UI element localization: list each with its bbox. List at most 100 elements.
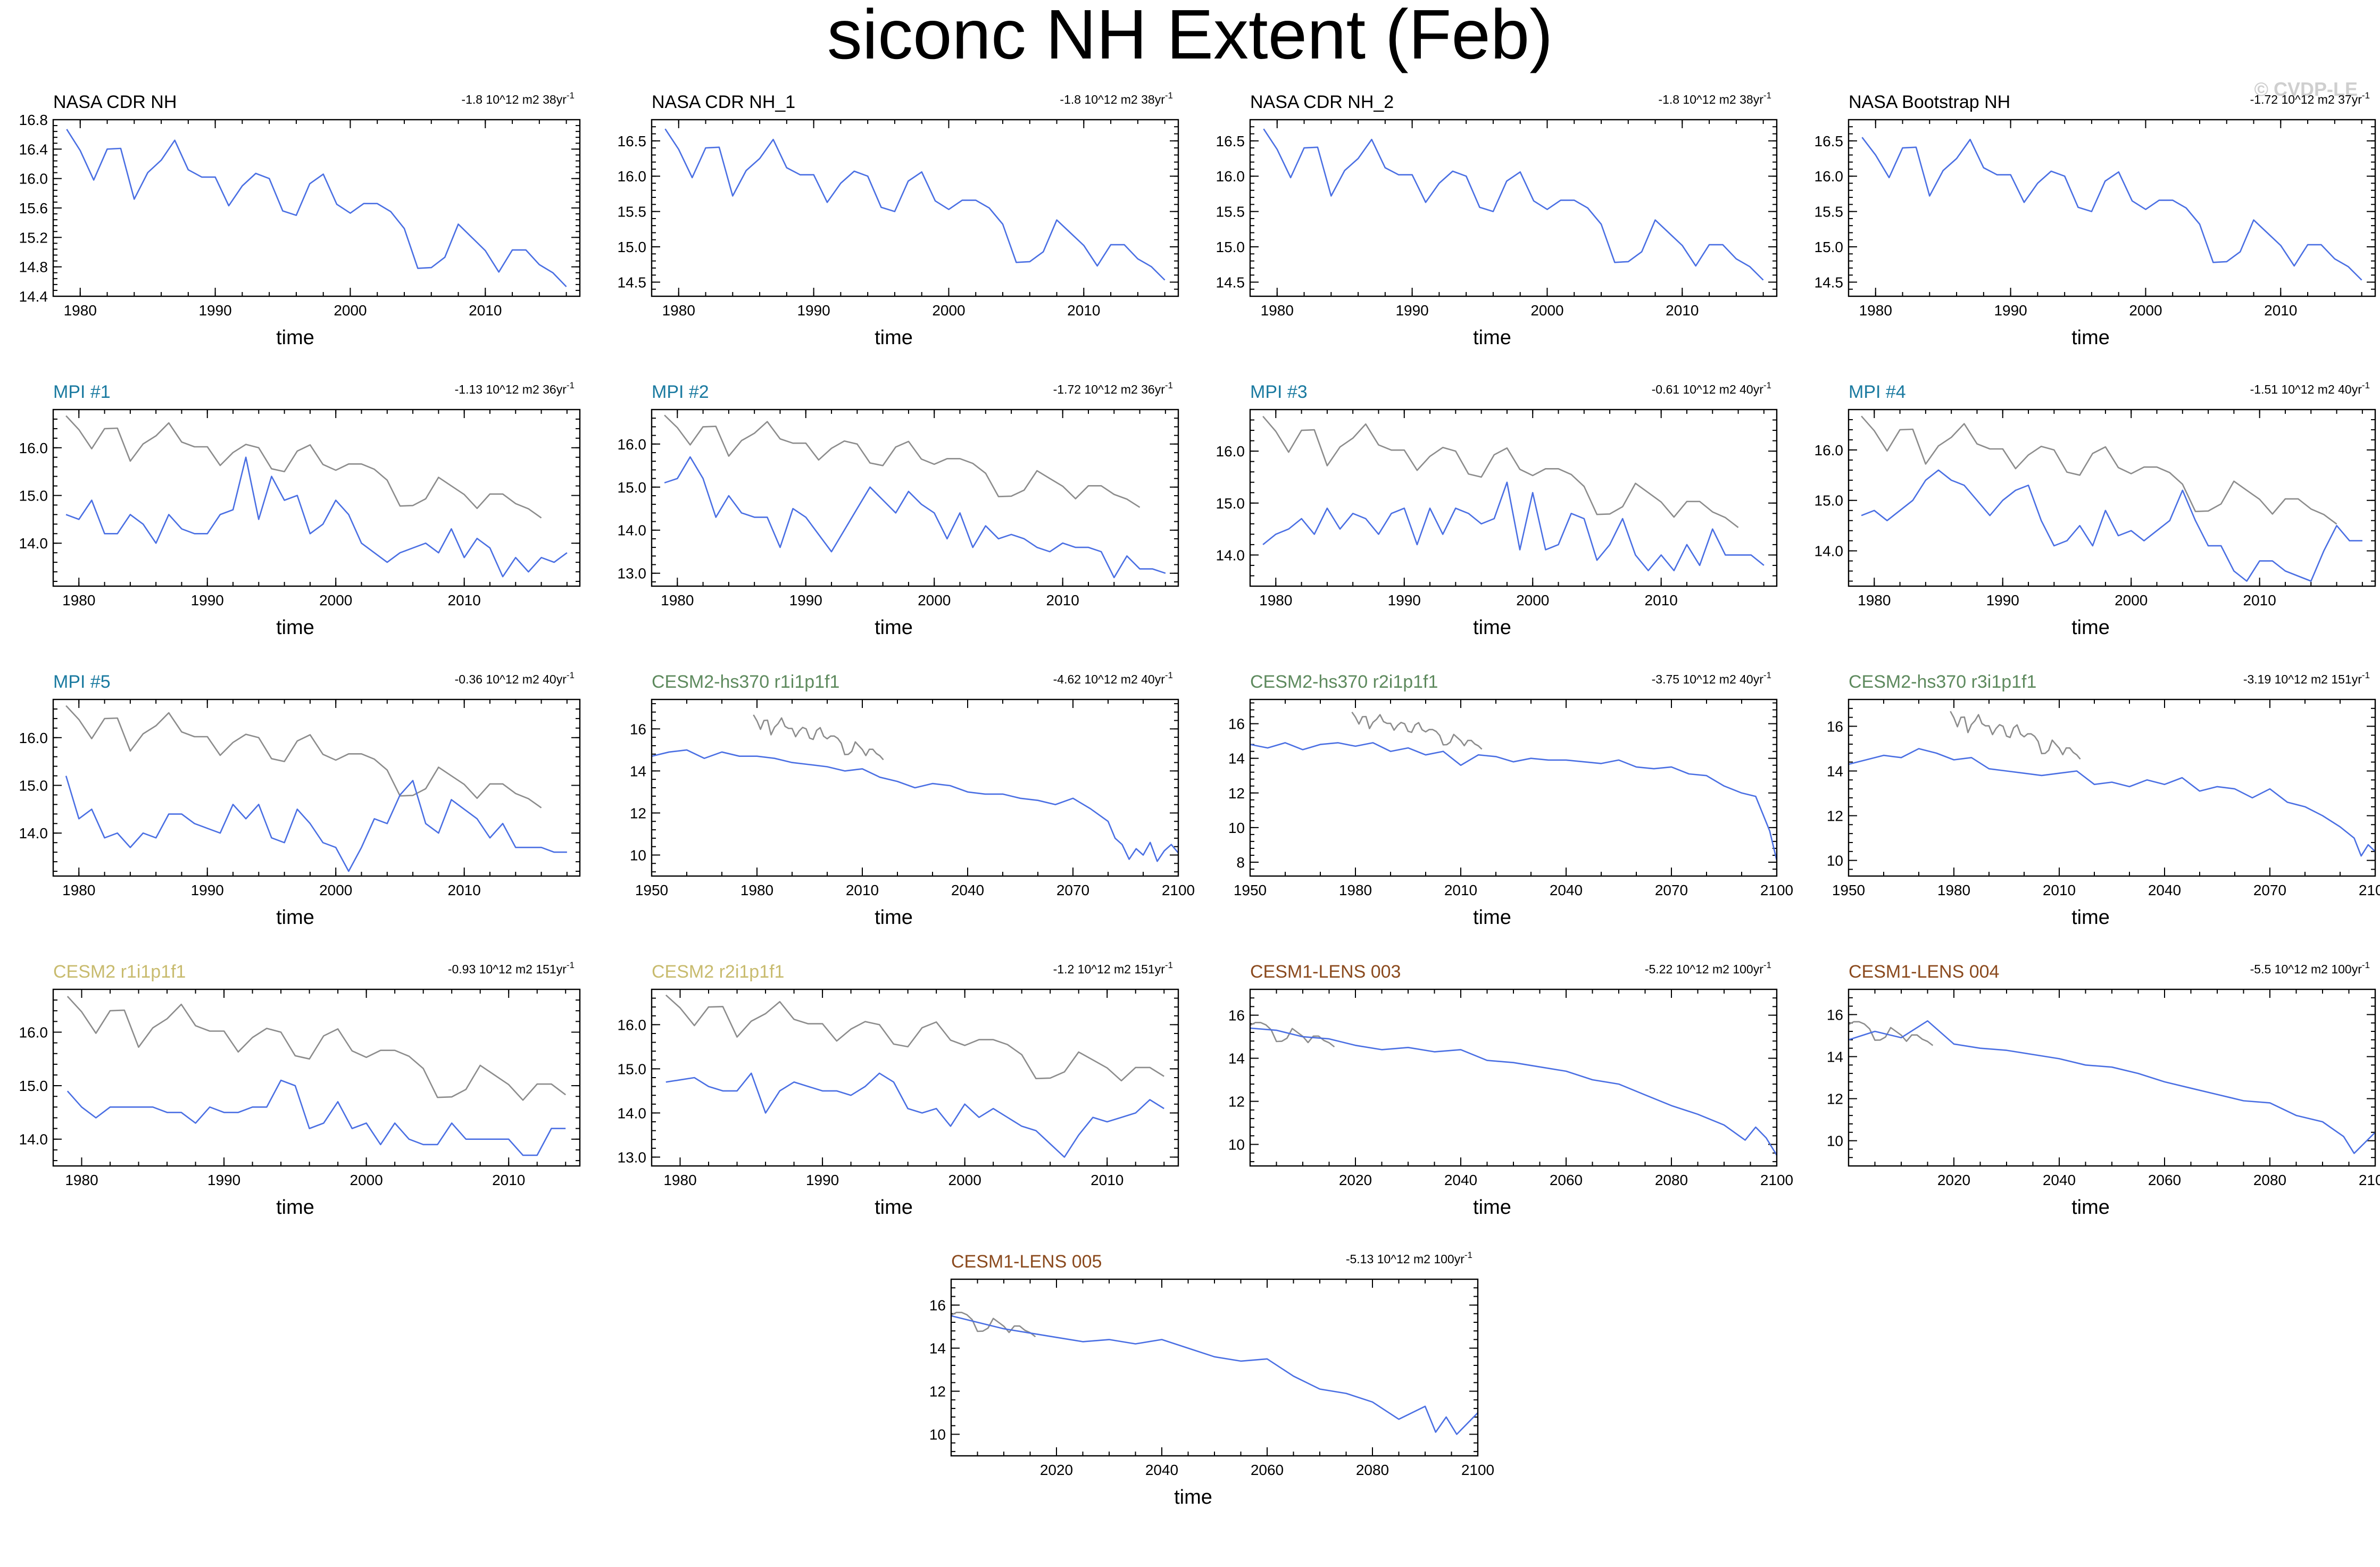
trend-superscript: -1 <box>2362 90 2370 101</box>
series-line-model <box>652 749 1178 862</box>
trend-superscript: -1 <box>1464 1250 1472 1260</box>
x-axis-label: time <box>875 906 913 929</box>
series-line-model <box>1262 481 1765 571</box>
y-tick-label: 12 <box>630 805 646 821</box>
plot-frame <box>651 698 1179 877</box>
trend-label: -1.8 10^12 m2 38yr-1 <box>1060 90 1173 106</box>
panel-title: CESM1-LENS 003 <box>1250 962 1401 982</box>
y-tick-label: 15.2 <box>19 229 48 246</box>
x-tick-label: 1990 <box>1986 592 2019 609</box>
x-tick-label: 2010 <box>2243 592 2276 609</box>
trend-value: -1.72 10^12 m2 37yr <box>2250 93 2362 106</box>
x-tick-label: 2070 <box>2253 882 2286 898</box>
series-line-observed <box>1262 415 1739 528</box>
x-tick-label: 2060 <box>2148 1172 2181 1188</box>
x-tick-label: 2000 <box>319 882 352 898</box>
panel-title: MPI #5 <box>53 672 111 692</box>
trend-superscript: -1 <box>567 380 575 390</box>
x-tick-label: 2000 <box>1516 592 1549 609</box>
x-axis-label: time <box>276 616 314 639</box>
y-tick-label: 10 <box>630 847 646 863</box>
trend-superscript: -1 <box>2362 380 2370 390</box>
x-tick-label: 1990 <box>191 592 224 609</box>
x-tick-label: 1980 <box>663 1172 696 1188</box>
x-axis-label: time <box>1473 616 1511 639</box>
trend-label: -1.72 10^12 m2 36yr-1 <box>1053 380 1173 396</box>
x-tick-label: 1990 <box>1395 302 1428 319</box>
y-tick-label: 15.0 <box>19 488 48 504</box>
chart-panel-13: CESM2 r1i1p1f1 -0.93 10^12 m2 151yr-1 1980… <box>19 960 581 1219</box>
y-tick-label: 14.0 <box>19 1131 48 1148</box>
panel-title: NASA CDR NH_1 <box>652 92 795 112</box>
plot-frame <box>52 119 581 297</box>
plot-frame <box>651 409 1179 587</box>
trend-value: -1.72 10^12 m2 36yr <box>1053 382 1166 396</box>
x-tick-label: 2040 <box>1444 1172 1477 1188</box>
trend-value: -5.22 10^12 m2 100yr <box>1645 962 1763 976</box>
trend-label: -5.5 10^12 m2 100yr-1 <box>2250 960 2370 976</box>
y-tick-label: 10 <box>1228 820 1245 836</box>
x-tick-label: 1990 <box>806 1172 839 1188</box>
x-tick-label: 1980 <box>1261 302 1294 319</box>
trend-superscript: -1 <box>567 90 575 101</box>
trend-value: -1.2 10^12 m2 151yr <box>1053 962 1166 976</box>
x-axis-label: time <box>1473 1196 1511 1219</box>
y-tick-label: 14 <box>1827 1048 1843 1065</box>
x-tick-label: 2010 <box>1666 302 1699 319</box>
x-tick-label: 1990 <box>1388 592 1421 609</box>
y-tick-label: 16.0 <box>19 1024 48 1040</box>
y-tick-label: 15.0 <box>618 479 647 496</box>
y-tick-label: 14.0 <box>618 522 647 539</box>
panel-title: MPI #4 <box>1849 382 1906 402</box>
x-tick-label: 1990 <box>789 592 822 609</box>
x-tick-label: 1980 <box>740 882 773 898</box>
trend-value: -3.19 10^12 m2 151yr <box>2243 672 2362 686</box>
series-line-model <box>1861 137 2362 281</box>
x-tick-label: 2020 <box>1339 1172 1372 1188</box>
y-tick-label: 16 <box>1827 1006 1843 1023</box>
y-tick-label: 16.0 <box>618 1016 647 1033</box>
y-tick-label: 15.0 <box>1815 493 1844 509</box>
x-tick-label: 2080 <box>2253 1172 2286 1188</box>
plot-frame <box>1249 988 1778 1167</box>
trend-label: -1.8 10^12 m2 38yr-1 <box>1658 90 1771 106</box>
y-tick-label: 15.0 <box>19 778 48 794</box>
trend-label: -0.61 10^12 m2 40yr-1 <box>1652 380 1771 396</box>
trend-value: -1.13 10^12 m2 36yr <box>455 382 567 396</box>
series-line-model <box>65 776 567 872</box>
x-tick-label: 2040 <box>1550 882 1583 898</box>
trend-label: -4.62 10^12 m2 40yr-1 <box>1053 670 1173 686</box>
panel-title: MPI #3 <box>1250 382 1308 402</box>
series-line-model <box>1849 1020 2375 1154</box>
series-line-observed <box>1950 711 2081 760</box>
trend-superscript: -1 <box>1763 90 1771 101</box>
x-tick-label: 1950 <box>635 882 668 898</box>
x-tick-label: 2010 <box>2043 882 2076 898</box>
plot-frame <box>651 119 1179 297</box>
x-tick-label: 2000 <box>2115 592 2148 609</box>
x-tick-label: 1990 <box>797 302 830 319</box>
y-tick-label: 16.0 <box>1216 168 1245 185</box>
trend-value: -1.51 10^12 m2 40yr <box>2250 382 2362 396</box>
x-axis-label: time <box>2071 906 2110 929</box>
trend-superscript: -1 <box>1165 90 1173 101</box>
series-line-observed <box>664 414 1141 508</box>
y-tick-label: 15.6 <box>19 200 48 216</box>
chart-panel-5: MPI #1 -1.13 10^12 m2 36yr-1 1980 1990 2000 2… <box>19 380 581 639</box>
y-tick-label: 14.4 <box>19 288 48 305</box>
trend-label: -3.75 10^12 m2 40yr-1 <box>1652 670 1771 686</box>
credit-watermark: © CVDP-LE <box>2254 78 2358 100</box>
x-axis-label: time <box>1174 1486 1212 1508</box>
plot-frame <box>651 988 1179 1167</box>
x-tick-label: 1980 <box>1859 302 1892 319</box>
series-line-model <box>1263 128 1764 281</box>
x-axis-label: time <box>1473 906 1511 929</box>
trend-superscript: -1 <box>1763 960 1771 970</box>
x-tick-label: 2010 <box>469 302 502 319</box>
x-tick-label: 2010 <box>448 882 481 898</box>
chart-panel-8: MPI #4 -1.51 10^12 m2 40yr-1 1980 1990 2000 2… <box>1815 380 2376 639</box>
y-tick-label: 10 <box>1827 1133 1843 1149</box>
y-tick-label: 16.4 <box>19 141 48 157</box>
chart-panel-15: CESM1-LENS 003 -5.22 10^12 m2 100yr-1 2020… <box>1228 960 1793 1219</box>
